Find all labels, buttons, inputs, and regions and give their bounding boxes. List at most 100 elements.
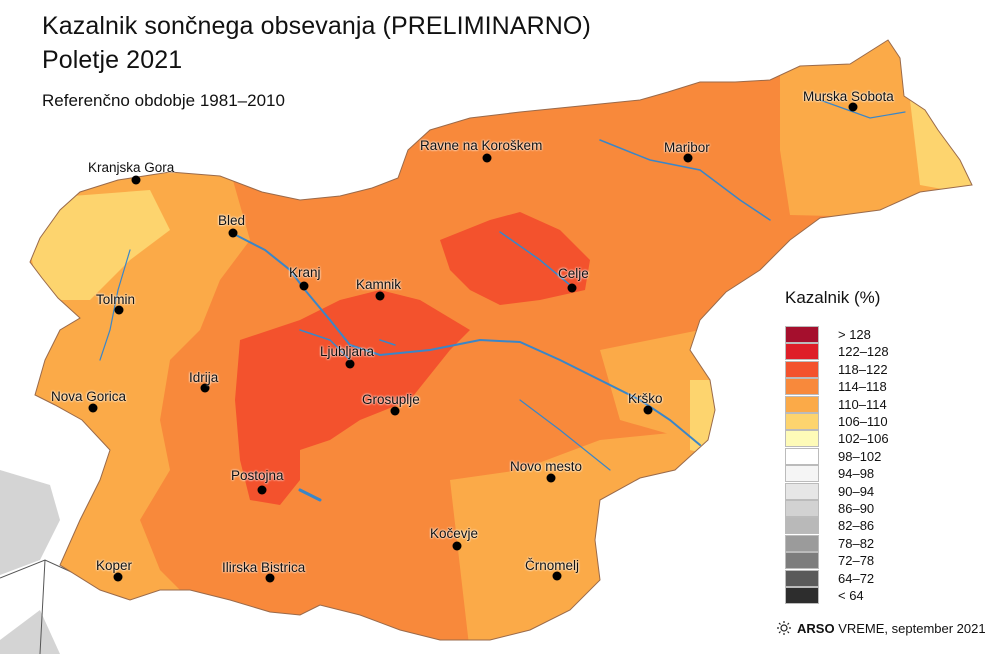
legend-item: 86–90 (785, 500, 985, 517)
sun-logo-icon (775, 621, 797, 638)
legend-swatch (785, 569, 819, 587)
legend-title: Kazalnik (%) (785, 288, 881, 307)
city-label: Murska Sobota (803, 89, 894, 104)
legend-label: 110–114 (838, 396, 887, 412)
legend-item: < 64 (785, 587, 985, 604)
city-dot-postojna (257, 485, 267, 495)
legend-item: 64–72 (785, 569, 985, 587)
legend-item: 114–118 (785, 378, 985, 396)
legend-label: < 64 (838, 588, 864, 603)
city-dot-tolmin (114, 305, 124, 315)
class-110-114 (780, 40, 972, 220)
credit-product: VREME (838, 621, 885, 636)
legend-swatch (785, 395, 819, 413)
legend-label: 86–90 (838, 501, 875, 516)
legend-label: 94–98 (838, 466, 875, 482)
legend-item: 72–78 (785, 552, 985, 570)
credit: ARSO VREME, september 2021 (775, 621, 986, 638)
legend-swatch (785, 378, 819, 396)
class-118-122 (235, 290, 470, 505)
legend-swatch (785, 413, 819, 430)
legend-label: 64–72 (838, 570, 875, 586)
city-label: Ljubljana (320, 344, 375, 359)
legend-item: 90–94 (785, 482, 985, 500)
city-label: Bled (218, 213, 246, 228)
city-dot-ravne (482, 153, 492, 163)
legend-label: 122–128 (838, 344, 889, 360)
class-106-110 (910, 100, 972, 200)
legend-item: 122–128 (785, 343, 985, 361)
legend-label: 72–78 (838, 553, 875, 569)
city-dot-grosuplje (390, 406, 400, 416)
city-label: Celje (558, 266, 589, 281)
reference-period: Referenčno obdobje 1981–2010 (42, 91, 285, 110)
legend-swatch (785, 326, 819, 343)
city-dot-krsko (643, 405, 653, 415)
legend-swatch (785, 517, 819, 535)
legend-swatch (785, 500, 819, 517)
city-label: Postojna (231, 468, 284, 483)
city-label: Grosuplje (362, 392, 420, 407)
city-dot-kamnik (375, 291, 385, 301)
legend-swatch (785, 430, 819, 448)
legend-item: 98–102 (785, 447, 985, 465)
city-label: Kočevje (430, 526, 479, 541)
city-dot-ilirska-bistrica (265, 573, 275, 583)
city-dot-maribor (683, 153, 693, 163)
legend-item: 94–98 (785, 465, 985, 483)
city-markers (88, 102, 858, 583)
legend-swatch (785, 343, 819, 361)
city-label: Maribor (664, 140, 710, 155)
rivers (99, 99, 906, 502)
city-dot-novo-mesto (546, 473, 556, 483)
legend-label: 98–102 (838, 448, 882, 464)
outside-land (0, 610, 60, 654)
city-label: Idrija (189, 370, 219, 385)
country-border (0, 559, 79, 654)
legend-label: 118–122 (838, 361, 888, 377)
city-label: Kamnik (356, 277, 402, 292)
city-dot-kranj (299, 281, 309, 291)
city-dot-celje (567, 283, 577, 293)
legend-item: 82–86 (785, 517, 985, 535)
city-dot-nova-gorica (88, 403, 98, 413)
city-label: Nova Gorica (51, 389, 127, 404)
map-season: Poletje 2021 (42, 46, 183, 74)
legend-swatch (785, 360, 819, 378)
class-118-122 (440, 212, 590, 305)
legend-item: 102–106 (785, 430, 985, 448)
credit-brand: ARSO (797, 621, 835, 636)
legend-label: 106–110 (838, 414, 888, 429)
city-dot-kocevje (452, 541, 462, 551)
city-label: Ilirska Bistrica (222, 560, 306, 575)
legend-swatch (785, 552, 819, 570)
city-dot-ljubljana (345, 359, 355, 369)
city-label: Novo mesto (510, 459, 583, 474)
legend-item: 118–122 (785, 360, 985, 378)
legend-label: 114–118 (838, 379, 887, 395)
city-label: Kranjska Gora (88, 160, 175, 175)
legend-swatch (785, 482, 819, 500)
legend-swatch (785, 587, 819, 604)
legend-swatch (785, 465, 819, 483)
city-dot-murska-sobota (848, 102, 858, 112)
legend-label: 78–82 (838, 535, 875, 551)
city-label: Kranj (289, 265, 321, 280)
city-dot-bled (228, 228, 238, 238)
city-dot-kranjska-gora (131, 175, 141, 185)
city-label: Koper (96, 558, 133, 573)
slovenia-outline (29, 39, 973, 641)
legend-label: 90–94 (838, 483, 875, 499)
city-label: Črnomelj (525, 558, 580, 573)
legend-label: 82–86 (838, 518, 875, 534)
class-106-110 (690, 380, 730, 460)
legend-item: 78–82 (785, 534, 985, 552)
legend-label: 102–106 (838, 431, 889, 447)
legend-swatch (785, 534, 819, 552)
legend-item: 110–114 (785, 395, 985, 413)
legend-item: 106–110 (785, 413, 985, 430)
city-dot-crnomelj (552, 571, 562, 581)
legend-item: > 128 (785, 326, 985, 343)
city-label: Ravne na Koroškem (420, 138, 543, 153)
